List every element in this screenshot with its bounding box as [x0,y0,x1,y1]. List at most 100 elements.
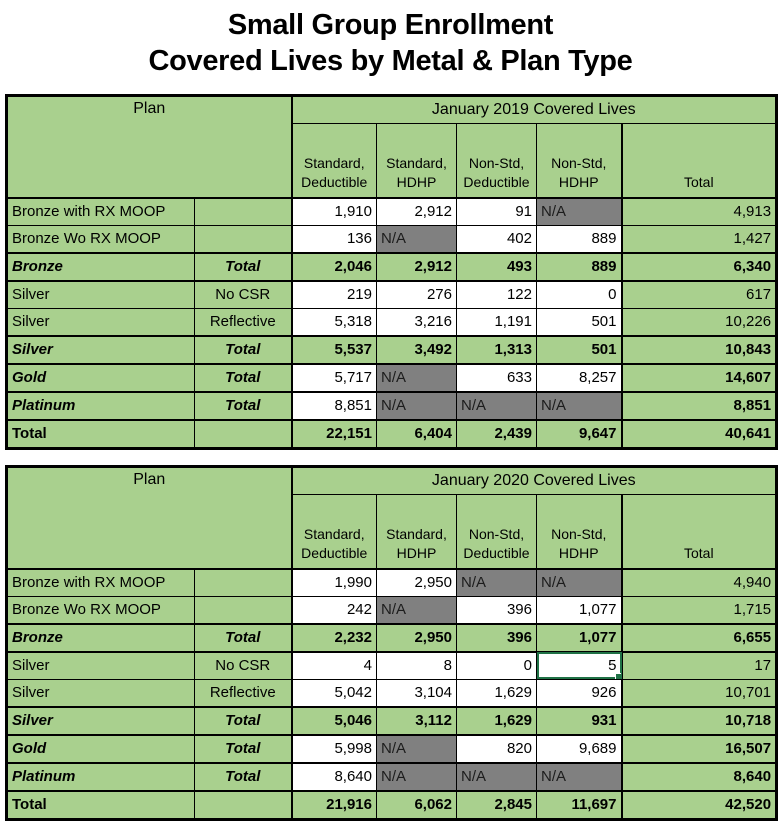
cell-total[interactable]: 17 [620,650,778,680]
cell-value[interactable]: 136 [290,224,377,253]
cell-value[interactable]: 242 [290,595,377,624]
cell-total[interactable]: 6,655 [620,622,778,652]
cell-na[interactable]: N/A [376,761,457,791]
cell-plan-sub[interactable]: No CSR [194,650,292,680]
cell-plan-sub[interactable] [194,789,292,820]
cell-na[interactable]: N/A [536,568,622,597]
cell-plan-sub[interactable]: Total [194,362,292,392]
cell-value[interactable]: 5,042 [290,678,377,707]
cell-value[interactable]: 5,998 [290,733,377,763]
column-header-cell[interactable]: Non-Std, HDHP [536,122,622,199]
cell-value[interactable]: 396 [456,622,537,652]
cell-plan-sub[interactable]: Total [194,390,292,420]
cell-total[interactable]: 14,607 [620,362,778,392]
cell-na[interactable]: N/A [456,390,537,420]
column-header-cell[interactable]: Non-Std, Deductible [456,122,537,199]
cell-value[interactable]: 1,191 [456,307,537,336]
cell-value[interactable]: 11,697 [536,789,622,820]
cell-na[interactable]: N/A [376,362,457,392]
cell-na[interactable]: N/A [456,761,537,791]
column-header-cell[interactable]: Total [620,122,778,199]
cell-total[interactable]: 6,340 [620,251,778,281]
cell-value[interactable]: 493 [456,251,537,281]
cell-plan[interactable]: Total [6,789,195,820]
cell-plan[interactable]: Silver [6,678,195,707]
cell-value[interactable]: 6,404 [376,418,457,449]
column-header-cell[interactable]: Standard, HDHP [376,493,457,570]
cell-value[interactable]: 6,062 [376,789,457,820]
period-header-cell[interactable]: January 2019 Covered Lives [290,94,778,124]
cell-plan-sub[interactable]: Total [194,733,292,763]
cell-value[interactable]: 9,689 [536,733,622,763]
cell-value[interactable]: 1,077 [536,595,622,624]
cell-total[interactable]: 4,940 [620,568,778,597]
cell-plan[interactable]: Bronze with RX MOOP [6,568,195,597]
cell-plan[interactable]: Gold [6,733,195,763]
cell-value[interactable]: 3,112 [376,705,457,735]
cell-value[interactable]: 8,851 [290,390,377,420]
plan-header-cell[interactable]: Plan [6,94,292,199]
cell-plan[interactable]: Total [6,418,195,449]
cell-total[interactable]: 40,641 [620,418,778,449]
cell-value[interactable]: 5,717 [290,362,377,392]
plan-header-cell[interactable]: Plan [6,465,292,570]
cell-value[interactable]: 820 [456,733,537,763]
cell-value[interactable]: 8,257 [536,362,622,392]
cell-plan-sub[interactable] [194,568,292,597]
cell-value[interactable]: 5,046 [290,705,377,735]
cell-value[interactable]: 5,318 [290,307,377,336]
cell-value[interactable]: 501 [536,334,622,364]
cell-total[interactable]: 10,843 [620,334,778,364]
cell-plan-sub[interactable] [194,197,292,226]
cell-plan[interactable]: Platinum [6,761,195,791]
cell-plan-sub[interactable]: Total [194,761,292,791]
cell-value[interactable]: 2,912 [376,251,457,281]
cell-value[interactable]: 5,537 [290,334,377,364]
cell-value[interactable]: 21,916 [290,789,377,820]
cell-value[interactable]: 0 [536,279,622,309]
cell-plan[interactable]: Bronze [6,622,195,652]
cell-total[interactable]: 8,640 [620,761,778,791]
cell-value[interactable]: 1,313 [456,334,537,364]
cell-value[interactable]: 2,950 [376,622,457,652]
cell-plan[interactable]: Bronze Wo RX MOOP [6,595,195,624]
cell-value[interactable]: 396 [456,595,537,624]
cell-value[interactable]: 219 [290,279,377,309]
cell-plan-sub[interactable] [194,418,292,449]
cell-value[interactable]: 1,077 [536,622,622,652]
cell-value[interactable]: 926 [536,678,622,707]
cell-total[interactable]: 10,718 [620,705,778,735]
column-header-cell[interactable]: Standard, HDHP [376,122,457,199]
cell-value[interactable]: 501 [536,307,622,336]
cell-value[interactable]: 931 [536,705,622,735]
cell-value[interactable]: 4 [290,650,377,680]
cell-plan-sub[interactable]: No CSR [194,279,292,309]
cell-value[interactable]: 2,232 [290,622,377,652]
cell-plan[interactable]: Bronze with RX MOOP [6,197,195,226]
cell-value[interactable]: 2,950 [376,568,457,597]
cell-total[interactable]: 1,715 [620,595,778,624]
cell-value[interactable]: 2,845 [456,789,537,820]
column-header-cell[interactable]: Standard, Deductible [290,493,377,570]
cell-na[interactable]: N/A [376,595,457,624]
cell-na[interactable]: N/A [536,390,622,420]
selected-cell[interactable]: 5 [536,650,622,680]
cell-plan-sub[interactable]: Reflective [194,678,292,707]
cell-plan[interactable]: Bronze Wo RX MOOP [6,224,195,253]
cell-value[interactable]: 3,216 [376,307,457,336]
cell-plan-sub[interactable]: Total [194,622,292,652]
period-header-cell[interactable]: January 2020 Covered Lives [290,465,778,495]
cell-na[interactable]: N/A [536,761,622,791]
cell-total[interactable]: 16,507 [620,733,778,763]
column-header-cell[interactable]: Non-Std, Deductible [456,493,537,570]
cell-na[interactable]: N/A [456,568,537,597]
cell-value[interactable]: 91 [456,197,537,226]
cell-value[interactable]: 9,647 [536,418,622,449]
cell-value[interactable]: 3,492 [376,334,457,364]
cell-value[interactable]: 2,912 [376,197,457,226]
cell-value[interactable]: 889 [536,251,622,281]
cell-plan-sub[interactable] [194,224,292,253]
cell-value[interactable]: 2,439 [456,418,537,449]
cell-plan-sub[interactable]: Total [194,251,292,281]
cell-total[interactable]: 4,913 [620,197,778,226]
